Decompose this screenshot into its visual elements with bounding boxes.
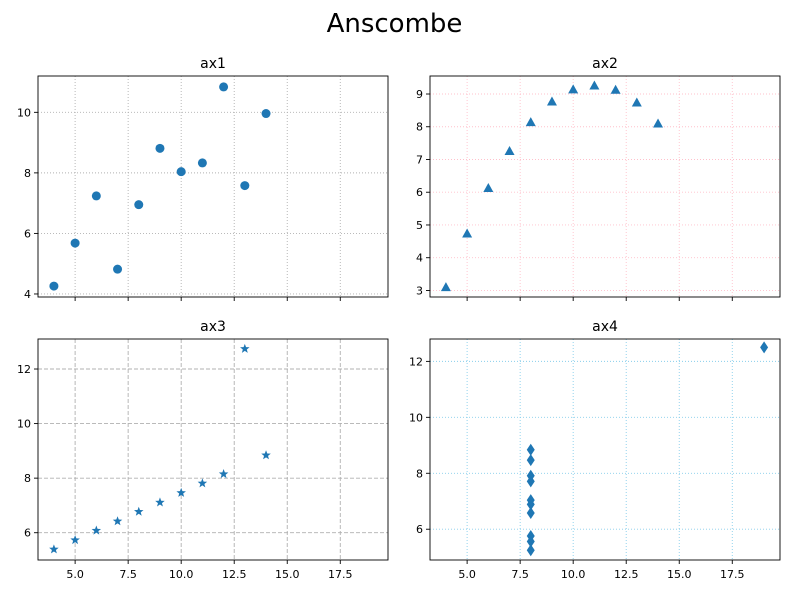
data-point <box>610 84 621 94</box>
data-point <box>526 544 535 557</box>
data-point <box>760 341 769 354</box>
y-tick-label: 10 <box>17 106 31 119</box>
y-tick-label: 6 <box>24 227 31 240</box>
y-tick-label: 8 <box>416 121 423 134</box>
y-tick-label: 4 <box>416 252 423 265</box>
x-tick-label: 5.0 <box>458 568 476 581</box>
y-tick-label: 6 <box>24 527 31 540</box>
data-point <box>91 525 102 535</box>
data-point <box>70 238 80 248</box>
data-point <box>197 158 207 168</box>
data-point <box>240 343 250 353</box>
y-tick-label: 6 <box>416 523 423 536</box>
grid-lines <box>38 76 388 297</box>
subplot-2: ax2 3 4 5 6 7 8 9 <box>416 56 781 301</box>
data-point <box>261 450 271 460</box>
data-point <box>504 145 515 155</box>
y-tick-label: 6 <box>416 186 423 199</box>
data-point <box>546 96 557 106</box>
subplot-3: ax3 5.0 7.5 10.0 12.5 15.0 17.5 6 8 10 12 <box>17 319 389 581</box>
subplot-title: ax4 <box>592 319 618 335</box>
data-point <box>176 487 186 497</box>
data-points <box>49 343 271 554</box>
data-point <box>440 282 451 292</box>
y-tick-label: 8 <box>416 467 423 480</box>
y-tick-label: 12 <box>409 355 423 368</box>
data-point <box>526 454 535 467</box>
data-point <box>462 228 473 238</box>
data-point <box>526 469 535 482</box>
data-point <box>526 443 535 456</box>
data-points <box>526 341 769 557</box>
data-point <box>134 506 144 516</box>
data-point <box>631 97 642 107</box>
data-points <box>49 82 271 291</box>
data-point <box>526 507 535 520</box>
data-point <box>197 478 208 488</box>
data-point <box>261 109 271 119</box>
data-point <box>155 143 165 153</box>
subplot-grid: ax1 4 6 8 10 ax2 3 4 5 6 7 8 9 ax3 5.0 7.5 10.0 12.5 15.0 1… <box>17 56 781 581</box>
subplot-1: ax1 4 6 8 10 <box>17 56 389 301</box>
x-tick-label: 15.0 <box>275 568 300 581</box>
data-point <box>91 191 101 201</box>
data-point <box>49 281 59 291</box>
data-point <box>240 181 250 191</box>
x-tick-label: 10.0 <box>561 568 586 581</box>
y-tick-label: 4 <box>24 288 31 301</box>
data-point <box>525 117 536 127</box>
x-tick-label: 7.5 <box>119 568 137 581</box>
data-point <box>49 544 59 554</box>
subplot-title: ax3 <box>200 319 226 335</box>
y-tick-label: 8 <box>24 472 31 485</box>
grid-lines <box>430 339 780 560</box>
y-tick-label: 3 <box>416 284 423 297</box>
y-tick-label: 7 <box>416 153 423 166</box>
data-point <box>176 167 186 177</box>
data-point <box>113 264 123 274</box>
subplot-4: ax4 5.0 7.5 10.0 12.5 15.0 17.5 6 8 10 12 <box>409 319 781 581</box>
axes-frame <box>37 75 389 298</box>
y-tick-label: 8 <box>24 167 31 180</box>
data-point <box>134 200 144 210</box>
data-point <box>526 498 535 511</box>
subplot-title: ax2 <box>592 56 618 72</box>
data-point <box>568 84 579 94</box>
x-tick-label: 12.5 <box>614 568 639 581</box>
subplot-title: ax1 <box>200 56 226 72</box>
data-point <box>653 118 664 128</box>
y-tick-label: 12 <box>17 363 31 376</box>
y-tick-label: 10 <box>409 411 423 424</box>
x-tick-label: 15.0 <box>667 568 692 581</box>
data-point <box>70 535 80 545</box>
data-point <box>483 182 494 192</box>
axes-frame <box>429 338 781 561</box>
data-point <box>218 469 229 479</box>
x-tick-label: 10.0 <box>169 568 194 581</box>
data-point <box>589 80 600 90</box>
y-tick-label: 9 <box>416 88 423 101</box>
y-tick-label: 5 <box>416 219 423 232</box>
data-points <box>440 80 664 292</box>
data-point <box>155 497 165 507</box>
x-tick-label: 5.0 <box>66 568 84 581</box>
figure-title: Anscombe <box>327 9 463 39</box>
x-tick-label: 17.5 <box>328 568 353 581</box>
y-tick-label: 10 <box>17 418 31 431</box>
x-tick-label: 17.5 <box>720 568 745 581</box>
grid-lines <box>38 339 388 560</box>
data-point <box>112 516 123 526</box>
data-point <box>219 82 229 92</box>
data-point <box>526 535 535 548</box>
axes-frame <box>37 338 389 561</box>
grid-lines <box>430 76 780 297</box>
x-tick-label: 7.5 <box>511 568 529 581</box>
x-tick-label: 12.5 <box>222 568 247 581</box>
axes-frame <box>429 75 781 298</box>
